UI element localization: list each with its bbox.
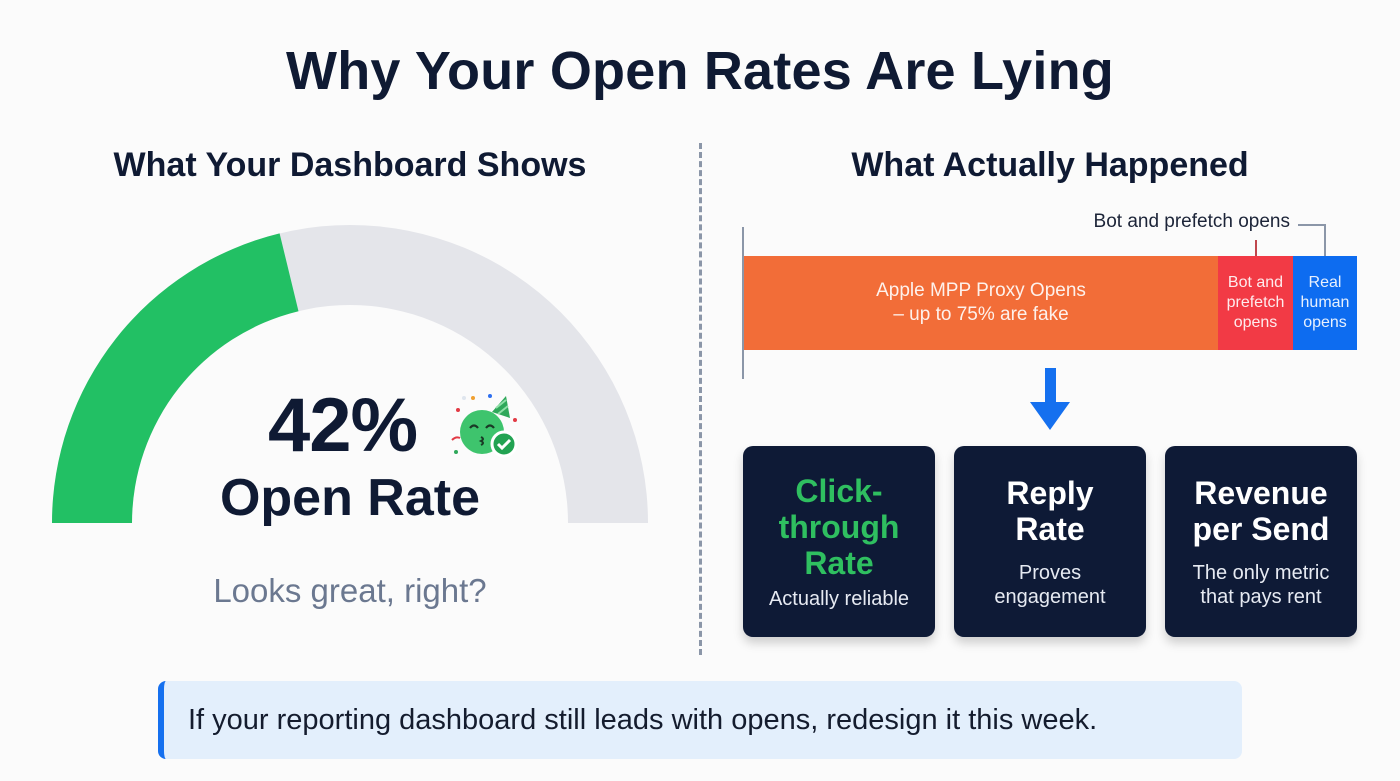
bot-prefetch-callout: Bot and prefetch opens <box>1093 211 1290 232</box>
segment-label: Real <box>1308 274 1342 291</box>
left-panel-heading: What Your Dashboard Shows <box>113 146 587 184</box>
card-subtitle: The only metric that pays rent <box>1192 561 1330 608</box>
open-rate-value: 42% <box>268 383 418 468</box>
segment-label: opens <box>1303 314 1347 331</box>
metric-card-ctr: Click- through Rate Actually reliable <box>743 446 935 637</box>
callout-connector-vertical <box>1324 224 1326 256</box>
card-title: Click- through Rate <box>778 472 900 581</box>
segment-label: Apple MPP Proxy Opens <box>876 280 1086 301</box>
segment-bot-prefetch: Bot and prefetch opens <box>1218 256 1293 350</box>
opens-breakdown-bar: Apple MPP Proxy Opens – up to 75% are fa… <box>744 256 1357 350</box>
arrow-down-icon <box>1030 368 1070 430</box>
segment-label: opens <box>1233 314 1278 331</box>
gauge-caption: Looks great, right? <box>213 572 487 609</box>
bar-axis-line <box>742 227 744 379</box>
segment-label: – up to 75% are fake <box>893 304 1069 325</box>
metric-card-revenue-per-send: Revenue per Send The only metric that pa… <box>1165 446 1357 637</box>
metric-card-reply-rate: Reply Rate Proves engagement <box>954 446 1146 637</box>
card-title: Revenue per Send <box>1192 474 1330 547</box>
party-face-check-icon <box>451 394 518 458</box>
red-segment-tick <box>1255 240 1257 256</box>
segment-label: prefetch <box>1226 294 1285 311</box>
card-title: Reply Rate <box>1006 474 1094 547</box>
card-subtitle: Actually reliable <box>768 587 910 610</box>
gauge-fill <box>52 233 299 523</box>
banner-text: If your reporting dashboard still leads … <box>188 703 1098 736</box>
page-title: Why Your Open Rates Are Lying <box>286 41 1114 101</box>
segment-label: Bot and <box>1227 274 1284 291</box>
card-subtitle: Proves engagement <box>994 561 1106 608</box>
panel-divider <box>699 143 702 655</box>
open-rate-label: Open Rate <box>219 469 481 527</box>
right-panel-heading: What Actually Happened <box>851 146 1249 184</box>
segment-label: human <box>1300 294 1350 311</box>
callout-connector <box>1298 224 1326 226</box>
open-rate-gauge <box>52 225 648 523</box>
takeaway-banner: If your reporting dashboard still leads … <box>158 681 1242 759</box>
segment-apple-mpp: Apple MPP Proxy Opens – up to 75% are fa… <box>744 256 1218 350</box>
segment-real-human: Real human opens <box>1293 256 1357 350</box>
